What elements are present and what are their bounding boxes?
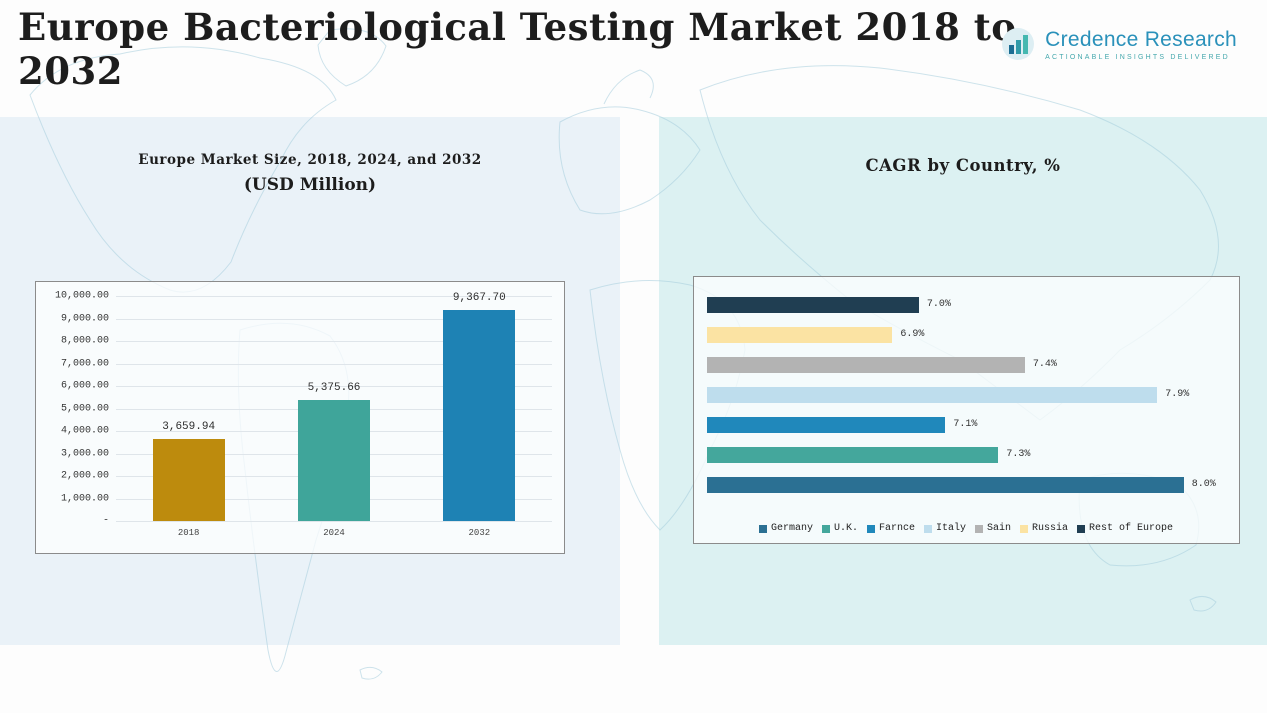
bar-chart-logo-icon bbox=[1002, 28, 1035, 60]
market-size-plot: 3,659.94 2018 5,375.66 2024 9,367.70 2032 bbox=[116, 292, 552, 538]
market-size-chart-inner: 10,000.00 9,000.00 8,000.00 7,000.00 6,000.0… bbox=[36, 282, 564, 553]
y-tick-label: 5,000.00 bbox=[60, 403, 109, 414]
legend-swatch bbox=[866, 524, 875, 533]
cagr-value-label: 7.9% bbox=[1165, 389, 1190, 400]
cagr-bar-germany bbox=[707, 477, 1184, 493]
cagr-value-label: 7.0% bbox=[926, 299, 951, 310]
x-tick-label: 2018 bbox=[177, 528, 200, 538]
cagr-bar-farnce bbox=[707, 417, 946, 433]
y-tick-label: 4,000.00 bbox=[60, 425, 109, 437]
cagr-chart-title: CAGR by Country, % bbox=[865, 156, 1061, 175]
cagr-bar-sain bbox=[707, 357, 1025, 373]
legend-item: Germany bbox=[758, 523, 813, 534]
y-tick-label: 6,000.00 bbox=[60, 380, 109, 392]
y-tick-label: 7,000.00 bbox=[60, 358, 109, 369]
cagr-bar-russia bbox=[707, 327, 893, 343]
gridline bbox=[116, 521, 552, 522]
cagr-legend: Germany U.K. Farnce Italy Sain Russia Rest of … bbox=[707, 523, 1225, 534]
legend-label: Russia bbox=[1032, 523, 1069, 534]
cagr-value-label: 7.4% bbox=[1032, 359, 1057, 370]
legend-item: Russia bbox=[1020, 523, 1068, 534]
cagr-value-label: 7.3% bbox=[1006, 449, 1031, 460]
bar-value-label: 3,659.94 bbox=[162, 420, 216, 433]
legend-item: Italy bbox=[923, 523, 966, 534]
bar-value-label: 5,375.66 bbox=[307, 382, 361, 395]
logo-name: Credence Research bbox=[1045, 27, 1237, 51]
market-size-subtitle-text: (USD Million) bbox=[243, 175, 377, 195]
cagr-plot: 7.0% 6.9% 7.4% 7.9% 7.1% 7.3% 8.0% bbox=[707, 297, 1216, 493]
y-tick-label: 3,000.00 bbox=[60, 448, 109, 459]
logo-text: Credence Research Actionable Insights De… bbox=[1045, 28, 1237, 61]
y-tick-label: 9,000.00 bbox=[60, 313, 109, 324]
legend-swatch bbox=[1077, 524, 1086, 533]
cagr-bar-rest-of-europe bbox=[707, 297, 919, 313]
y-tick-label: 10,000.00 bbox=[54, 290, 109, 302]
y-axis-labels: 10,000.00 9,000.00 8,000.00 7,000.00 6,000.0… bbox=[36, 291, 116, 527]
legend-swatch bbox=[821, 524, 830, 533]
legend-label: U.K. bbox=[833, 523, 858, 534]
cagr-value-label: 8.0% bbox=[1191, 479, 1216, 490]
market-size-chart: 10,000.00 9,000.00 8,000.00 7,000.00 6,000.0… bbox=[35, 281, 565, 554]
cagr-value-label: 6.9% bbox=[900, 329, 925, 340]
legend-item: Farnce bbox=[866, 523, 915, 534]
cagr-chart: 7.0% 6.9% 7.4% 7.9% 7.1% 7.3% 8.0% Germany U.K.… bbox=[693, 276, 1240, 544]
logo-tagline: Actionable Insights Delivered bbox=[1045, 53, 1230, 61]
legend-label: Sain bbox=[987, 523, 1012, 534]
y-tick-label: 8,000.00 bbox=[60, 335, 109, 347]
market-size-chart-title: Europe Market Size, 2018, 2024, and 2032… bbox=[0, 152, 620, 195]
y-tick-label: 2,000.00 bbox=[60, 470, 109, 482]
market-size-bar-2018 bbox=[152, 438, 225, 521]
legend-label: Farnce bbox=[878, 523, 915, 534]
legend-swatch bbox=[1020, 524, 1029, 533]
market-size-title-text: Europe Market Size, 2018, 2024, and 2032 bbox=[138, 152, 482, 168]
cagr-bar-italy bbox=[707, 387, 1158, 403]
market-size-bar-2032 bbox=[443, 310, 516, 521]
bar-value-label: 9,367.70 bbox=[452, 292, 506, 305]
legend-swatch bbox=[975, 524, 983, 533]
cagr-chart-inner: 7.0% 6.9% 7.4% 7.9% 7.1% 7.3% 8.0% Germany U.K.… bbox=[694, 277, 1239, 543]
gridline bbox=[116, 296, 552, 297]
cagr-value-label: 7.1% bbox=[953, 419, 978, 430]
legend-item: Sain bbox=[975, 523, 1011, 534]
y-tick-label: 1,000.00 bbox=[60, 493, 109, 504]
page-title-line-1: Europe Bacteriological Testing Market 20… bbox=[18, 5, 1017, 49]
legend-item: U.K. bbox=[821, 523, 858, 534]
legend-label: Italy bbox=[935, 523, 966, 534]
gridline bbox=[116, 318, 552, 320]
market-size-bar-2024 bbox=[298, 400, 370, 521]
x-tick-label: 2032 bbox=[468, 528, 491, 538]
y-tick-label: - bbox=[102, 515, 109, 527]
credence-research-logo: Credence Research Actionable Insights De… bbox=[1000, 26, 1237, 62]
legend-item: Rest of Europe bbox=[1077, 523, 1173, 534]
legend-label: Rest of Europe bbox=[1089, 523, 1174, 534]
page-title: Europe Bacteriological Testing Market 20… bbox=[18, 5, 1028, 93]
legend-label: Germany bbox=[770, 523, 813, 534]
x-tick-label: 2024 bbox=[323, 528, 345, 538]
legend-swatch bbox=[923, 524, 932, 533]
cagr-bar-u-k- bbox=[707, 447, 999, 463]
legend-swatch bbox=[758, 524, 767, 533]
page-title-line-2: 2032 bbox=[18, 48, 123, 93]
